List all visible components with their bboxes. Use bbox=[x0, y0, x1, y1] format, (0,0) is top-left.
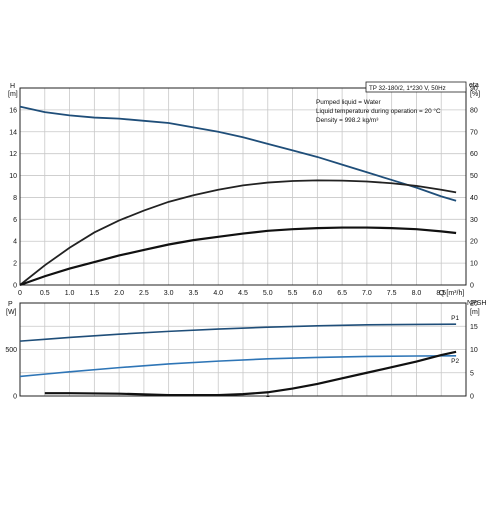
y-left-tick-label: 16 bbox=[9, 107, 17, 114]
y-right-axis-unit: [%] bbox=[470, 91, 480, 98]
y-left-axis-unit-bottom: [W] bbox=[6, 309, 17, 316]
npsh-curve bbox=[44, 350, 457, 397]
y-right-tick-label-bottom: 0 bbox=[470, 394, 474, 401]
y-right-tick-label: 60 bbox=[470, 151, 478, 158]
chart-title: TP 32-180/2, 1*230 V, 50Hz bbox=[369, 85, 446, 92]
x-tick-label: 2.5 bbox=[139, 290, 149, 297]
y-left-axis-title: H bbox=[10, 83, 15, 90]
y-right-tick-label: 30 bbox=[470, 217, 478, 224]
y-right-tick-label: 20 bbox=[470, 239, 478, 246]
y-right-tick-label: 40 bbox=[470, 195, 478, 202]
x-tick-label: 0 bbox=[18, 290, 22, 297]
series-label-p2: P2 bbox=[451, 358, 459, 365]
y-left-tick-label: 0 bbox=[13, 283, 17, 290]
y-right-tick-label-bottom: 20 bbox=[470, 301, 478, 308]
y-left-tick-label: 6 bbox=[13, 217, 17, 224]
y-right-tick-label: 10 bbox=[470, 261, 478, 268]
annotation-line: Pumped liquid = Water bbox=[316, 99, 381, 106]
y-right-tick-label: 80 bbox=[470, 107, 478, 114]
y-right-axis-title: eta bbox=[469, 82, 479, 89]
y-right-tick-label: 50 bbox=[470, 173, 478, 180]
y-right-tick-label: 70 bbox=[470, 129, 478, 136]
y-right-axis-unit-bottom: [m] bbox=[470, 309, 480, 316]
x-tick-label: 1.0 bbox=[65, 290, 75, 297]
x-tick-label: 4.5 bbox=[238, 290, 248, 297]
y-right-tick-label-bottom: 5 bbox=[470, 370, 474, 377]
x-tick-label: 5.0 bbox=[263, 290, 273, 297]
title-box bbox=[365, 81, 467, 93]
x-tick-label: 3.5 bbox=[189, 290, 199, 297]
x-axis-label: Q [m³/h] bbox=[439, 290, 464, 297]
x-tick-label: 5.5 bbox=[288, 290, 298, 297]
y-left-tick-label: 14 bbox=[9, 129, 17, 136]
y-left-axis-unit: [m] bbox=[8, 91, 18, 98]
x-tick-label: 8.0 bbox=[412, 290, 422, 297]
inner-tick-label: 1 bbox=[266, 392, 270, 399]
y-left-tick-label-bottom: 500 bbox=[5, 347, 17, 354]
x-tick-label: 3.0 bbox=[164, 290, 174, 297]
x-tick-label: 0.5 bbox=[40, 290, 50, 297]
y-left-tick-label: 8 bbox=[13, 195, 17, 202]
y-left-axis-title-bottom: P bbox=[8, 301, 13, 308]
efficiency-curve bbox=[19, 179, 457, 286]
secondary-curve bbox=[19, 226, 457, 287]
y-right-tick-label: 0 bbox=[470, 283, 474, 290]
p2-curve bbox=[19, 355, 457, 378]
top-plot-frame bbox=[19, 87, 467, 286]
bottom-plot-frame bbox=[19, 302, 467, 397]
y-left-tick-label: 12 bbox=[9, 151, 17, 158]
x-tick-label: 6.0 bbox=[312, 290, 322, 297]
y-left-tick-label: 4 bbox=[13, 239, 17, 246]
x-tick-label: 7.5 bbox=[387, 290, 397, 297]
annotation-line: Density = 998.2 kg/m³ bbox=[316, 117, 378, 124]
x-tick-label: 2.0 bbox=[114, 290, 124, 297]
p1-curve bbox=[19, 323, 457, 342]
y-right-tick-label: 90 bbox=[470, 86, 478, 93]
head-curve bbox=[19, 105, 457, 202]
y-right-tick-label-bottom: 10 bbox=[470, 347, 478, 354]
y-left-tick-label: 10 bbox=[9, 173, 17, 180]
x-tick-label: 7.0 bbox=[362, 290, 372, 297]
x-tick-label: 4.0 bbox=[213, 290, 223, 297]
y-left-tick-label: 2 bbox=[13, 261, 17, 268]
y-right-axis-title-bottom: NPSH bbox=[467, 300, 486, 307]
x-tick-label: 8.5 bbox=[436, 290, 446, 297]
x-tick-label: 6.5 bbox=[337, 290, 347, 297]
y-right-tick-label-bottom: 15 bbox=[470, 324, 478, 331]
annotation-line: Liquid temperature during operation = 20… bbox=[316, 107, 441, 115]
x-tick-label: 1.5 bbox=[89, 290, 99, 297]
series-label-p1: P1 bbox=[451, 315, 459, 322]
y-left-tick-label-bottom: 0 bbox=[13, 394, 17, 401]
